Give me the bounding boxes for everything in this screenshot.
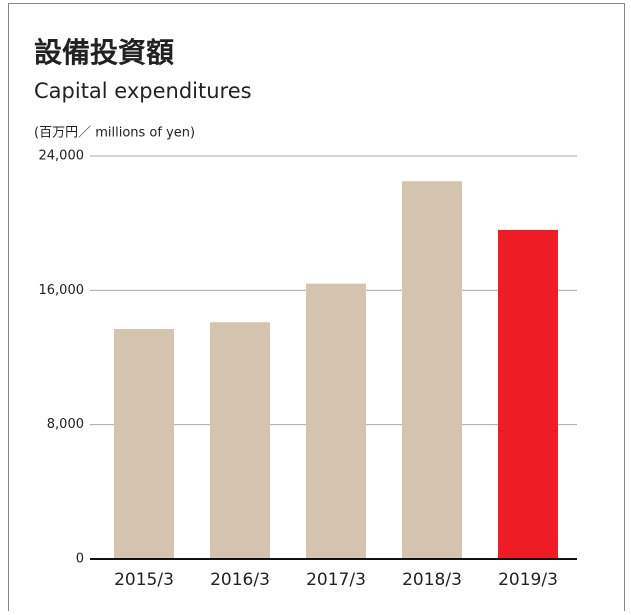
y-tick-label: 16,000 <box>39 283 85 298</box>
chart-title: 設備投資額 <box>34 36 174 69</box>
x-tick-label: 2017/3 <box>306 570 366 590</box>
y-tick-label: 24,000 <box>39 149 85 164</box>
x-tick-label: 2018/3 <box>402 570 462 590</box>
y-axis-label: (百万円／ millions of yen) <box>34 126 195 141</box>
chart-subtitle: Capital expenditures <box>34 79 252 103</box>
bar <box>402 181 462 559</box>
frame <box>8 3 625 615</box>
bar <box>306 283 366 559</box>
bar <box>210 322 270 559</box>
y-tick-label: 0 <box>76 552 84 567</box>
bar <box>114 328 174 559</box>
x-tick-label: 2016/3 <box>210 570 270 590</box>
x-tick-label: 2019/3 <box>498 570 558 590</box>
x-tick-label: 2015/3 <box>114 570 174 590</box>
y-tick-label: 8,000 <box>47 417 84 432</box>
bar <box>498 229 558 559</box>
